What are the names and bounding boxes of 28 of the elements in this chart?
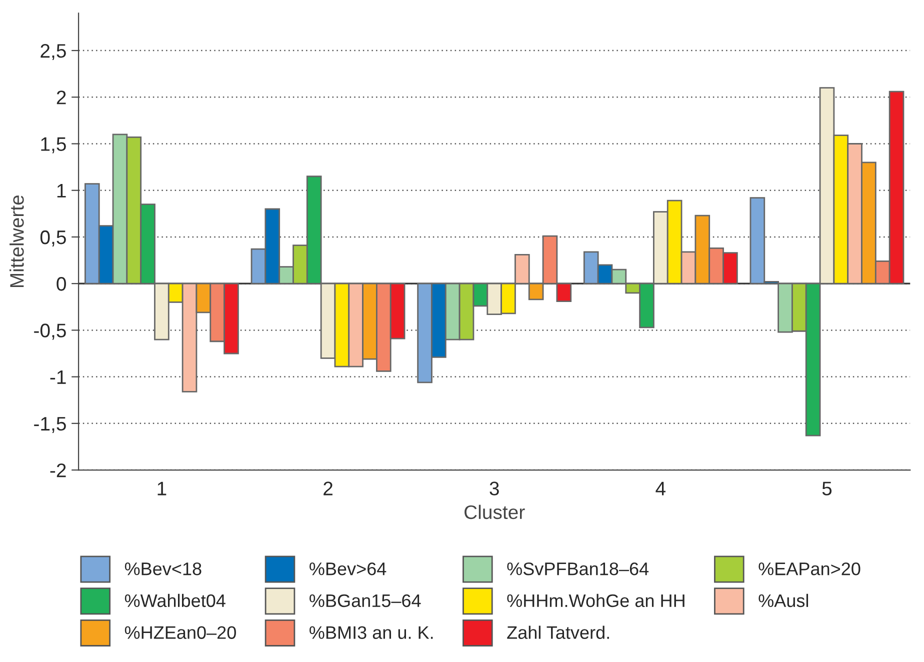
x-tick-label: 3 xyxy=(490,482,499,496)
legend-label: %BMI3 an u. K. xyxy=(310,626,433,639)
x-axis-title: Cluster xyxy=(464,504,525,520)
y-tick-label: 0 xyxy=(56,277,66,291)
y-tick-label: -0,5 xyxy=(34,324,66,340)
y-tick-label: -1 xyxy=(50,370,66,384)
x-tick-label: 2 xyxy=(324,482,332,496)
x-tick-label: 4 xyxy=(656,482,666,496)
legend-label: %Bev>64 xyxy=(310,562,386,576)
y-tick-label: 2,5 xyxy=(40,44,66,60)
y-tick-label: -1,5 xyxy=(34,417,66,433)
legend-label: %EAPan>20 xyxy=(758,562,860,576)
y-tick-label: -2 xyxy=(50,463,66,478)
y-tick-label: 0,5 xyxy=(40,230,66,247)
legend-label: %HZEan0–20 xyxy=(124,626,236,639)
legend-label: %Wahlbet04 xyxy=(124,594,226,608)
x-tick-label: 5 xyxy=(822,482,832,496)
legend-label: %Ausl xyxy=(758,594,808,608)
legend-label: %BGan15–64 xyxy=(310,594,421,608)
y-tick-label: 2 xyxy=(56,90,66,104)
y-tick-label: 1,5 xyxy=(41,137,66,154)
x-tick-label: 1 xyxy=(158,482,166,496)
y-tick-label: 1 xyxy=(57,184,66,198)
legend-label: %HHm.WohGe an HH xyxy=(507,594,684,608)
legend-label: %Bev<18 xyxy=(124,562,202,576)
legend-label: Zahl Tatverd. xyxy=(507,626,609,639)
legend-label: %SvPFBan18–64 xyxy=(507,562,649,576)
y-axis-title: Mittelwerte xyxy=(10,195,24,288)
